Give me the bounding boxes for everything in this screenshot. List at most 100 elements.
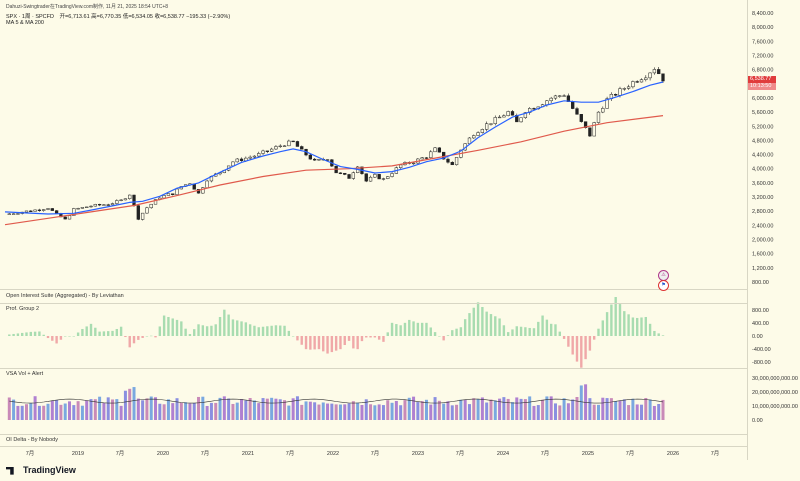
symbol-info[interactable]: SPX · 1周 · SPCFD 开=6,713.61 高=6,770.35 低… bbox=[6, 12, 230, 20]
candle-body bbox=[562, 95, 566, 97]
time-axis-label: 2022 bbox=[327, 451, 339, 457]
volume-bar bbox=[399, 405, 403, 420]
volume-bar bbox=[188, 403, 192, 420]
time-axis-label: 7月 bbox=[201, 450, 210, 457]
volume-bar bbox=[360, 404, 364, 420]
candle-body bbox=[519, 117, 523, 123]
candle-body bbox=[390, 173, 394, 177]
candle-body bbox=[420, 157, 424, 160]
volume-bar bbox=[227, 398, 231, 420]
volume-bar bbox=[46, 403, 50, 420]
candle-body bbox=[652, 69, 657, 74]
prof-histogram-bar bbox=[175, 319, 179, 336]
prof-histogram-bar bbox=[601, 320, 604, 336]
volume-bar bbox=[136, 398, 140, 420]
candle-body bbox=[497, 116, 502, 119]
volume-bar bbox=[476, 399, 480, 420]
price-axis-tick: 2,400.00 bbox=[752, 223, 773, 229]
volume-bar bbox=[338, 404, 342, 420]
prof-histogram-bar bbox=[270, 325, 273, 336]
candle-body bbox=[648, 72, 652, 79]
candle-body bbox=[278, 145, 282, 148]
candle-body bbox=[282, 145, 287, 147]
candle-body bbox=[274, 146, 278, 150]
prof-histogram-bar bbox=[240, 321, 243, 336]
prof-histogram-bar bbox=[549, 323, 553, 336]
prof-histogram-bar bbox=[455, 328, 458, 336]
prof-histogram-bar bbox=[231, 319, 235, 336]
volume-bar bbox=[489, 399, 493, 420]
volume-bar bbox=[25, 404, 29, 420]
volume-bar bbox=[519, 398, 523, 420]
price-axis-tick: 8,000.00 bbox=[752, 25, 773, 31]
prof-histogram-bar bbox=[188, 334, 192, 336]
candle-body bbox=[523, 112, 528, 119]
prof-histogram-bar bbox=[283, 325, 286, 336]
prof-histogram-bar bbox=[25, 332, 28, 336]
pane-separator-delta[interactable] bbox=[0, 446, 748, 447]
prof-histogram-bar bbox=[476, 302, 480, 336]
ma-indicator-label[interactable]: MA 5 & MA 200 bbox=[6, 20, 44, 26]
candle-body bbox=[235, 158, 239, 163]
us-flag-icon[interactable]: ⚑ bbox=[658, 280, 669, 291]
volume-bar bbox=[201, 396, 205, 420]
candle-body bbox=[123, 198, 128, 201]
prof-histogram-bar bbox=[334, 336, 338, 351]
volume-bar bbox=[128, 388, 132, 420]
prof-histogram-bar bbox=[291, 336, 295, 337]
pane-separator-prof[interactable] bbox=[0, 368, 748, 369]
candle-body bbox=[626, 86, 631, 89]
prof-histogram-bar bbox=[623, 311, 626, 336]
prof-histogram-bar bbox=[326, 336, 329, 354]
volume-bar bbox=[347, 403, 351, 420]
volume-bar bbox=[270, 397, 274, 420]
price-axis-tick: 8,400.00 bbox=[752, 11, 773, 17]
candle-body bbox=[325, 159, 330, 161]
prof-histogram-bar bbox=[519, 326, 523, 336]
volume-bar bbox=[592, 404, 596, 420]
candle-body bbox=[476, 132, 480, 136]
volume-bar bbox=[308, 401, 312, 420]
candle-body bbox=[93, 204, 97, 207]
candle-body bbox=[149, 203, 153, 209]
prof-histogram-bar bbox=[12, 333, 15, 336]
volume-axis-tick: 0.00 bbox=[752, 418, 763, 424]
tradingview-logo[interactable]: TradingView bbox=[6, 465, 76, 475]
volume-bar bbox=[437, 400, 441, 420]
candle-body bbox=[106, 204, 110, 206]
volume-bar bbox=[416, 402, 420, 420]
prof-histogram-bar bbox=[205, 326, 209, 336]
prof-histogram-bar bbox=[322, 336, 325, 352]
candle-body bbox=[622, 88, 626, 90]
volume-bar bbox=[553, 403, 557, 420]
candle-body bbox=[364, 173, 368, 182]
pane-separator-vsa[interactable] bbox=[0, 434, 748, 435]
prof-histogram-bar bbox=[137, 336, 140, 340]
volume-bar bbox=[29, 403, 33, 420]
prof-histogram-bar bbox=[248, 324, 252, 336]
prof-histogram-bar bbox=[610, 304, 613, 336]
volume-bar bbox=[334, 404, 338, 420]
candle-body bbox=[33, 209, 37, 212]
prof-histogram-bar bbox=[193, 329, 196, 336]
volume-bar bbox=[609, 398, 613, 420]
candle-body bbox=[532, 108, 536, 110]
volume-bar bbox=[424, 399, 428, 420]
vsa-pane-label[interactable]: VSA Vol + Alert bbox=[6, 371, 44, 377]
delta-pane-label[interactable]: OI Delta - By Nobody bbox=[6, 437, 58, 443]
volume-bar bbox=[390, 402, 394, 420]
time-axis-label: 2019 bbox=[72, 451, 84, 457]
prof-histogram-bar bbox=[571, 336, 574, 355]
oi-pane-label[interactable]: Open Interest Suite (Aggregated) - By Le… bbox=[6, 293, 124, 299]
pane-separator-main[interactable] bbox=[0, 289, 748, 290]
candle-body bbox=[269, 148, 274, 152]
volume-bar bbox=[386, 400, 390, 420]
pane-separator-oi[interactable] bbox=[0, 303, 748, 304]
volume-bar bbox=[98, 396, 102, 420]
volume-bar bbox=[240, 399, 244, 420]
prof-pane-label[interactable]: Prof. Group 2 bbox=[6, 306, 40, 312]
prof-histogram-bar bbox=[532, 328, 536, 336]
prof-histogram-bar bbox=[373, 336, 377, 338]
prof-histogram-bar bbox=[545, 319, 549, 336]
